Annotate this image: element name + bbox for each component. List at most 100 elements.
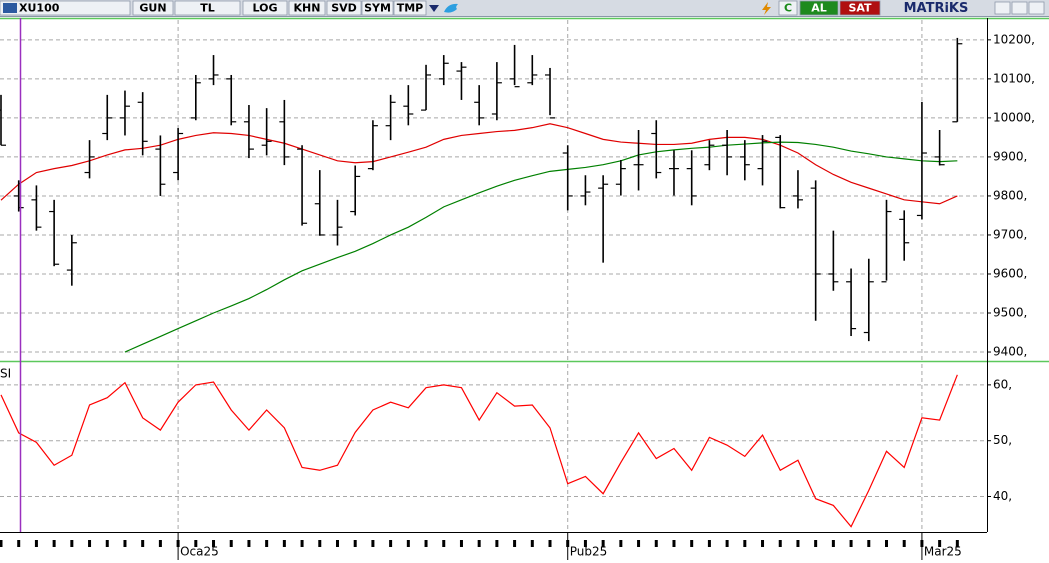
time-tick <box>477 540 481 547</box>
alert-icon[interactable] <box>762 2 771 15</box>
y-tick-label: 9800, <box>993 188 1027 202</box>
buy-button[interactable]: AL <box>811 2 827 15</box>
toolbar-button[interactable]: GUN <box>139 2 166 15</box>
y-tick-label: 10000, <box>993 110 1035 124</box>
x-tick-label: Pub25 <box>570 545 608 559</box>
toolbar-button-bg <box>242 0 288 16</box>
y-tick-label: 9400, <box>993 345 1027 359</box>
time-tick <box>601 540 605 547</box>
time-tick <box>158 540 162 547</box>
time-tick <box>796 540 800 547</box>
toolbar-button-bg <box>288 0 326 16</box>
refresh-button-bg <box>778 0 798 16</box>
share-icon[interactable] <box>444 3 458 13</box>
symbol-box <box>0 0 131 16</box>
toolbar-button[interactable]: TMP <box>397 2 424 15</box>
y-tick-label: 10100, <box>993 71 1035 85</box>
time-tick <box>672 540 676 547</box>
time-tick <box>725 540 729 547</box>
time-tick <box>389 540 393 547</box>
toolbar: XU100 GUN TL LOG KHN SVD SYM TMP C AL SAT MATRiKS <box>0 0 1049 17</box>
time-tick <box>867 540 871 547</box>
time-tick <box>88 540 92 547</box>
time-tick <box>513 540 517 547</box>
brand: MATRiKS <box>904 1 969 16</box>
time-tick <box>424 540 428 547</box>
time-tick <box>17 540 21 547</box>
toolbar-button-bg <box>132 0 174 16</box>
y-tick-label: 50, <box>993 433 1012 447</box>
time-tick <box>495 540 499 547</box>
y-tick-label: 9700, <box>993 227 1027 241</box>
refresh-button[interactable]: C <box>784 2 792 15</box>
y-tick-label: 40, <box>993 489 1012 503</box>
time-tick <box>690 540 694 547</box>
toolbar-border <box>0 16 1049 17</box>
time-tick <box>141 540 145 547</box>
time-tick <box>902 540 906 547</box>
time-tick <box>778 540 782 547</box>
window-button[interactable] <box>1011 1 1028 15</box>
y-tick-label: 9900, <box>993 149 1027 163</box>
time-tick <box>371 540 375 547</box>
time-tick <box>849 540 853 547</box>
time-tick <box>955 540 959 547</box>
dropdown-arrow[interactable] <box>429 5 439 12</box>
time-tick <box>194 540 198 547</box>
indicator-line <box>0 374 958 528</box>
time-tick <box>335 540 339 547</box>
time-tick <box>814 540 818 547</box>
x-tick-label: Mar25 <box>924 545 962 559</box>
y-tick-label: 60, <box>993 377 1012 391</box>
sell-button-bg <box>839 0 881 16</box>
panel-title: SI <box>0 367 11 381</box>
toolbar-button[interactable]: TL <box>200 2 215 15</box>
time-tick <box>831 540 835 547</box>
toolbar-button[interactable]: KHN <box>294 2 321 15</box>
toolbar-button[interactable]: SYM <box>364 2 391 15</box>
sell-button[interactable]: SAT <box>848 2 872 15</box>
time-tick <box>743 540 747 547</box>
time-tick <box>353 540 357 547</box>
time-tick <box>583 540 587 547</box>
window-button[interactable] <box>1028 1 1045 15</box>
time-tick <box>318 540 322 547</box>
plot-layer: 9400, 9500, 9600, 9700, 9800, 9900, 10000, 1010… <box>0 20 1035 560</box>
time-tick <box>212 540 216 547</box>
time-tick <box>34 540 38 547</box>
window-button[interactable] <box>994 1 1011 15</box>
toolbar-button[interactable]: SVD <box>331 2 357 15</box>
time-tick <box>52 540 56 547</box>
time-tick <box>654 540 658 547</box>
time-tick <box>548 540 552 547</box>
buy-button-bg <box>799 0 839 16</box>
time-tick <box>105 540 109 547</box>
time-tick <box>282 540 286 547</box>
toolbar-button-bg <box>174 0 241 16</box>
x-tick-label: Oca25 <box>180 545 219 559</box>
toolbar-button-bg <box>393 0 427 16</box>
symbol: XU100 <box>19 2 60 15</box>
time-tick <box>229 540 233 547</box>
moving-average <box>124 141 958 353</box>
time-tick <box>938 540 942 547</box>
time-tick <box>637 540 641 547</box>
time-tick <box>70 540 74 547</box>
toolbar-button[interactable]: LOG <box>253 2 278 15</box>
time-tick <box>761 540 765 547</box>
y-tick-label: 9500, <box>993 306 1027 320</box>
toolbar-button-bg <box>326 0 362 16</box>
time-tick <box>707 540 711 547</box>
y-tick-label: 9600, <box>993 266 1027 280</box>
time-tick <box>300 540 304 547</box>
time-tick <box>442 540 446 547</box>
time-tick <box>0 540 3 547</box>
time-tick <box>123 540 127 547</box>
time-tick <box>885 540 888 547</box>
time-tick <box>619 540 623 547</box>
time-tick <box>247 540 251 547</box>
time-tick <box>459 540 463 547</box>
